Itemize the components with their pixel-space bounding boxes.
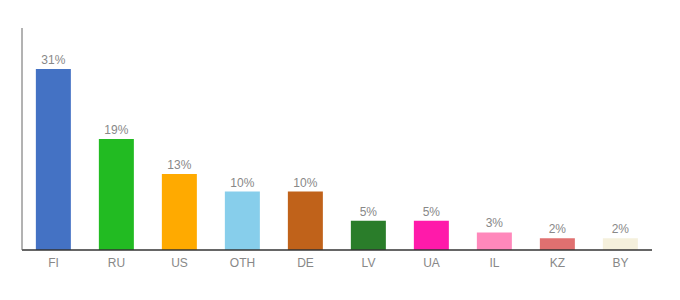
svg-text:2%: 2%	[612, 222, 630, 236]
svg-text:10%: 10%	[230, 176, 254, 190]
svg-text:OTH: OTH	[230, 256, 255, 270]
svg-text:10%: 10%	[293, 176, 317, 190]
svg-text:IL: IL	[489, 256, 499, 270]
svg-text:5%: 5%	[360, 205, 378, 219]
svg-text:RU: RU	[108, 256, 125, 270]
svg-text:2%: 2%	[549, 222, 567, 236]
svg-text:5%: 5%	[423, 205, 441, 219]
svg-text:KZ: KZ	[550, 256, 565, 270]
svg-text:31%: 31%	[41, 53, 65, 67]
svg-text:FI: FI	[48, 256, 59, 270]
svg-text:LV: LV	[362, 256, 376, 270]
svg-text:19%: 19%	[104, 123, 128, 137]
svg-text:3%: 3%	[486, 216, 504, 230]
svg-text:US: US	[171, 256, 188, 270]
svg-text:UA: UA	[423, 256, 440, 270]
svg-text:DE: DE	[297, 256, 314, 270]
svg-text:BY: BY	[612, 256, 628, 270]
svg-text:13%: 13%	[167, 158, 191, 172]
